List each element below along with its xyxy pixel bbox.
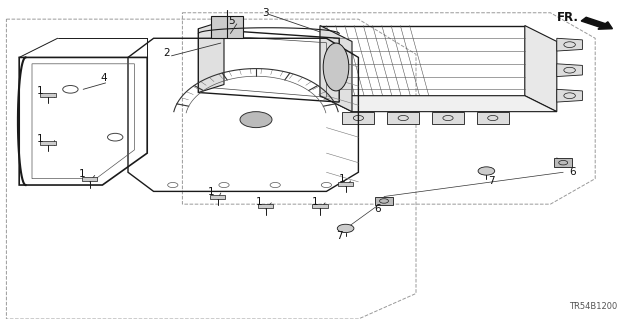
Text: FR.: FR. — [557, 11, 579, 24]
Circle shape — [337, 224, 354, 233]
Polygon shape — [342, 112, 374, 124]
Bar — [338, 182, 353, 186]
Circle shape — [240, 112, 272, 128]
Text: 4: 4 — [100, 73, 107, 83]
FancyArrow shape — [581, 17, 612, 29]
Text: 1: 1 — [256, 197, 262, 207]
Text: 6: 6 — [570, 167, 576, 177]
Text: 1: 1 — [312, 197, 318, 207]
Bar — [210, 195, 225, 199]
Polygon shape — [320, 96, 557, 112]
Text: 1: 1 — [37, 86, 44, 96]
Polygon shape — [387, 112, 419, 124]
Text: 1: 1 — [208, 187, 214, 197]
Polygon shape — [477, 112, 509, 124]
Text: 7: 7 — [336, 231, 342, 241]
Bar — [258, 204, 273, 208]
Polygon shape — [557, 38, 582, 51]
Polygon shape — [525, 26, 557, 112]
Polygon shape — [320, 26, 352, 112]
Text: 2: 2 — [163, 48, 170, 58]
Bar — [40, 93, 56, 97]
Ellipse shape — [323, 43, 349, 91]
Polygon shape — [557, 64, 582, 77]
Text: 6: 6 — [374, 204, 381, 214]
Text: 5: 5 — [228, 16, 235, 26]
Text: 3: 3 — [262, 8, 269, 18]
Text: 1: 1 — [79, 169, 85, 179]
Polygon shape — [211, 16, 243, 38]
Text: 1: 1 — [339, 174, 346, 184]
Bar — [82, 177, 97, 181]
Bar — [375, 197, 393, 205]
Polygon shape — [432, 112, 464, 124]
Bar — [312, 204, 328, 208]
Text: 1: 1 — [37, 134, 44, 144]
Polygon shape — [198, 21, 224, 93]
Bar — [40, 141, 56, 145]
Circle shape — [478, 167, 495, 175]
Text: TR54B1200: TR54B1200 — [570, 302, 618, 311]
Text: 7: 7 — [488, 176, 495, 186]
Bar — [554, 158, 572, 167]
Polygon shape — [557, 89, 582, 102]
